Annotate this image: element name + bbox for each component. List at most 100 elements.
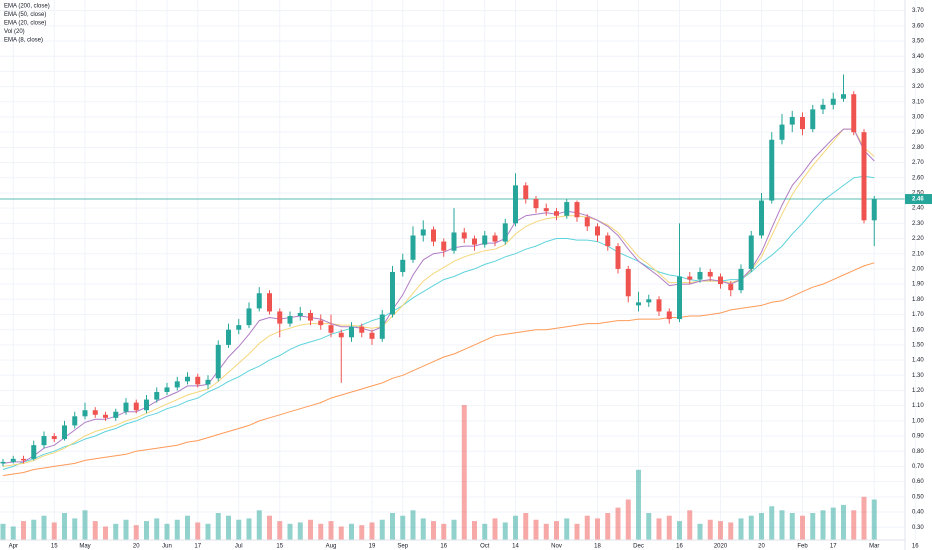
volume-bar	[226, 515, 231, 540]
volume-bar	[51, 522, 57, 540]
volume-bar	[205, 523, 211, 540]
x-tick-label: 15	[276, 544, 283, 550]
candle-body	[267, 293, 272, 312]
candle-body	[861, 132, 867, 221]
candle-body	[789, 116, 795, 125]
volume-bar	[103, 526, 108, 540]
volume-bar	[543, 523, 549, 540]
y-tick-label: 3.00	[912, 115, 924, 121]
volume-bar	[195, 522, 201, 540]
x-tick-label: Apr	[9, 544, 18, 550]
volume-bar	[0, 523, 6, 540]
candle-body	[400, 259, 406, 272]
candle-body	[410, 235, 416, 260]
volume-bar	[820, 510, 826, 540]
candle-body	[800, 116, 805, 130]
y-tick-label: 0.90	[912, 434, 924, 440]
y-tick-label: 0.80	[912, 449, 924, 455]
candle-body	[349, 326, 354, 338]
y-tick-label: 2.60	[912, 175, 924, 181]
volume-bar	[718, 521, 723, 540]
candle-body	[820, 104, 826, 110]
candle-body	[451, 232, 457, 251]
candle-body	[103, 414, 108, 418]
y-tick-label: 3.60	[912, 23, 924, 29]
candle-body	[779, 124, 785, 140]
x-tick-label: 16	[440, 544, 447, 550]
volume-bar	[113, 523, 119, 540]
candle-body	[185, 376, 190, 382]
candle-body	[133, 402, 139, 411]
volume-bar	[800, 515, 805, 540]
candle-body	[164, 387, 170, 392]
volume-bar	[215, 513, 221, 540]
candle-body	[759, 200, 764, 236]
volume-bar	[400, 515, 406, 540]
volume-bar	[256, 510, 262, 540]
x-tick-label: 19	[369, 544, 376, 550]
x-tick-label: 16	[676, 544, 683, 550]
y-tick-label: 1.80	[912, 297, 924, 303]
candle-body	[215, 344, 221, 379]
y-tick-label: 0.50	[912, 494, 924, 500]
y-tick-label: 3.40	[912, 54, 924, 60]
x-tick-label: 20	[133, 544, 140, 550]
volume-bar	[605, 513, 611, 540]
y-tick-label: 2.30	[912, 221, 924, 227]
candle-body	[728, 284, 734, 291]
legend: EMA (200, close) EMA (50, close) EMA (20, …	[4, 4, 50, 44]
volume-bar	[410, 510, 416, 540]
candle-body	[328, 325, 334, 333]
volume-bar	[615, 507, 621, 540]
y-tick-label: 1.40	[912, 358, 924, 364]
volume-bar	[707, 519, 713, 540]
candle-body	[492, 235, 498, 242]
volume-bar	[810, 513, 816, 540]
candle-body	[482, 235, 488, 245]
volume-bar	[502, 522, 508, 540]
volume-bar	[297, 522, 303, 540]
volume-bar	[492, 518, 498, 540]
candles	[0, 74, 877, 467]
y-tick-label: 1.20	[912, 388, 924, 394]
volume-bar	[390, 513, 395, 540]
x-tick-label: Feb	[797, 544, 808, 550]
volume-bar	[461, 405, 467, 540]
legend-entry: Vol (20)	[4, 29, 25, 35]
candle-body	[523, 185, 529, 200]
volume-bar	[451, 519, 457, 540]
candle-body	[144, 399, 149, 411]
y-tick-label: 1.30	[912, 373, 924, 379]
candle-body	[871, 199, 877, 221]
candle-body	[287, 316, 293, 324]
candle-body	[256, 293, 262, 309]
x-tick-label: 14	[512, 544, 519, 550]
x-tick-label: 2020	[714, 544, 728, 550]
volume-bar	[584, 515, 590, 540]
y-tick-label: 1.90	[912, 282, 924, 288]
volume-bar	[728, 522, 734, 540]
volume-bar	[472, 521, 477, 540]
ema-lines	[0, 128, 905, 477]
volume-bar	[369, 522, 375, 540]
x-tick-label: 18	[594, 544, 601, 550]
candle-body	[564, 202, 570, 216]
x-tick-label: 15	[51, 544, 58, 550]
y-tick-label: 1.60	[912, 327, 924, 333]
volume-bar	[646, 513, 652, 540]
volume-bar	[738, 518, 744, 540]
candle-body	[554, 211, 559, 216]
volume-bar	[482, 523, 488, 540]
x-tick-label: Sep	[397, 544, 408, 550]
candle-body	[72, 416, 78, 426]
volume-bar	[841, 504, 846, 540]
candle-body	[0, 461, 6, 464]
candle-body	[236, 325, 242, 330]
candle-body	[277, 311, 283, 324]
volume-bar	[277, 521, 283, 540]
x-tick-label: 17	[194, 544, 201, 550]
volume-bar	[154, 518, 160, 540]
legend-entry: EMA (50, close)	[4, 12, 46, 18]
x-tick-label: Aug	[326, 544, 337, 550]
